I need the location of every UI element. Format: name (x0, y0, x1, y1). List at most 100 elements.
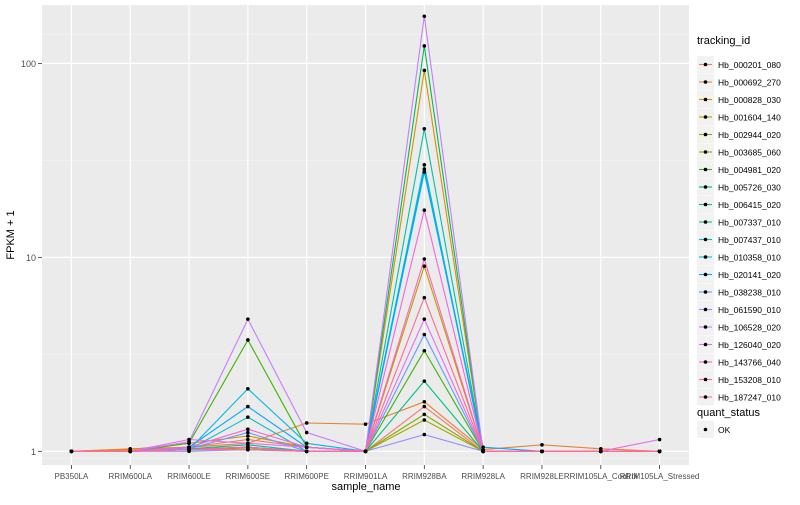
data-point (422, 432, 427, 437)
legend-label: Hb_143766_040 (718, 358, 781, 368)
legend-label: Hb_187247_010 (718, 393, 781, 403)
data-point (187, 437, 191, 442)
x-tick-label: RRIM600SE (226, 472, 270, 481)
data-point (540, 449, 544, 454)
legend-label: Hb_005726_030 (718, 183, 781, 193)
data-point (304, 421, 309, 425)
data-point (422, 412, 427, 417)
legend-label: Hb_000201_080 (718, 60, 781, 70)
data-point (422, 167, 427, 171)
shape-legend-label: OK (718, 425, 731, 435)
y-tick-label: 1 (31, 447, 36, 457)
legend-label: Hb_007337_010 (718, 218, 781, 228)
data-point (422, 170, 427, 174)
x-tick-label: RRIM928LA (461, 472, 505, 481)
data-point (422, 264, 427, 269)
data-point (246, 437, 250, 442)
data-point (304, 445, 309, 450)
data-point (246, 317, 250, 321)
legend-label: Hb_126040_020 (718, 340, 781, 350)
shape-legend-point (703, 427, 708, 432)
x-tick-label: RRIM600LE (167, 472, 211, 481)
x-tick-label: RRIM928LE (520, 472, 564, 481)
data-point (422, 208, 427, 213)
data-point (246, 441, 250, 446)
data-point (128, 449, 133, 454)
data-point (363, 449, 368, 454)
data-point (246, 434, 250, 438)
legend-point (703, 255, 708, 259)
x-tick-label: RRIM105LA_Control (564, 472, 638, 481)
legend-point (703, 360, 708, 364)
y-tick-label: 10 (26, 253, 36, 263)
data-point (422, 418, 427, 422)
data-point (246, 387, 250, 391)
data-point (304, 430, 309, 435)
legend-title: tracking_id (697, 35, 750, 47)
data-point (422, 348, 427, 353)
legend-label: Hb_010358_010 (718, 253, 781, 263)
legend-label: Hb_061590_010 (718, 305, 781, 315)
legend-point (703, 237, 708, 242)
data-point (422, 44, 427, 48)
x-tick-label: RRIM901LA (344, 472, 388, 481)
legend-point (703, 377, 708, 382)
data-point (422, 317, 427, 321)
data-point (540, 443, 544, 447)
legend-point (703, 220, 708, 224)
data-point (598, 447, 603, 451)
data-point (69, 449, 74, 454)
data-point (481, 445, 485, 450)
y-axis-title: FPKM + 1 (5, 210, 17, 259)
data-point (422, 399, 427, 404)
data-point (657, 437, 662, 442)
legend-point (703, 395, 708, 399)
data-point (304, 441, 309, 446)
axes: 1 10 100 PB350LA RRIM600LA RRIM600LE RRIM600SE… (21, 59, 699, 481)
legend-label: Hb_038238_010 (718, 288, 781, 298)
legend-label: Hb_000828_030 (718, 95, 781, 105)
legend-point (703, 80, 708, 84)
legend-point (703, 290, 708, 294)
legend-label: Hb_006415_020 (718, 200, 781, 210)
legend-point (703, 272, 708, 277)
x-axis-title: sample_name (331, 481, 400, 493)
legend-label: Hb_106528_020 (718, 323, 781, 333)
data-point (304, 449, 309, 454)
data-point (187, 447, 191, 452)
data-points (69, 14, 662, 454)
data-point (422, 163, 427, 167)
data-point (422, 126, 427, 131)
data-point (657, 449, 662, 454)
x-tick-label: RRIM928BA (402, 472, 447, 481)
data-point (246, 447, 250, 452)
data-point (246, 338, 250, 342)
legend-point (703, 342, 708, 347)
legend-label: Hb_003685_060 (718, 148, 781, 158)
data-point (246, 430, 250, 435)
data-point (246, 404, 250, 409)
legend-point (703, 167, 708, 172)
legend-point (703, 185, 708, 189)
x-tick-label: PB350LA (55, 472, 89, 481)
y-tick-label: 100 (21, 59, 36, 69)
data-point (481, 449, 485, 454)
data-point (422, 257, 427, 261)
legend-point (703, 62, 708, 67)
shape-legend-title: quant_status (697, 407, 760, 419)
legend-label: Hb_001604_140 (718, 113, 781, 123)
legend-label: Hb_007437_010 (718, 235, 781, 245)
data-point (422, 14, 427, 19)
data-point (598, 449, 603, 454)
legend-point (703, 307, 708, 312)
legend-point (703, 150, 708, 154)
legend-point (703, 202, 708, 207)
legend-label: Hb_000692_270 (718, 78, 781, 88)
x-tick-label: RRIM600PE (284, 472, 328, 481)
data-point (246, 427, 250, 432)
legend-point (703, 325, 708, 329)
legend-label: Hb_004981_020 (718, 165, 781, 175)
legend-point (703, 132, 708, 137)
